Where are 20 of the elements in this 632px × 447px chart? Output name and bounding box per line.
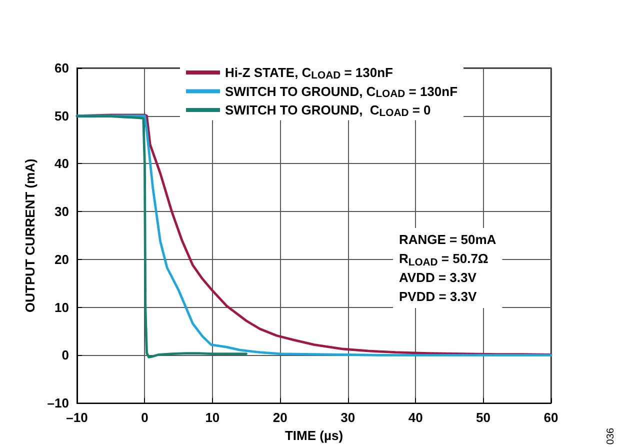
x-tick-label: –10 xyxy=(66,410,88,426)
y-tick-label: 0 xyxy=(62,348,69,363)
text: 036 xyxy=(606,428,616,445)
y-tick-label: 10 xyxy=(54,300,69,315)
x-tick-label: 40 xyxy=(408,410,423,426)
y-tick-label: 40 xyxy=(54,156,69,172)
x-tick-label: 60 xyxy=(544,410,558,426)
x-tick-label: 30 xyxy=(340,410,356,426)
y-tick-label: –10 xyxy=(47,396,69,411)
line-series xyxy=(76,115,248,358)
x-axis-title: TIME (µs) xyxy=(284,428,344,443)
y-tick-label: 20 xyxy=(54,252,69,267)
x-tick-label: 10 xyxy=(205,410,220,426)
x-tick-label: 50 xyxy=(476,410,491,426)
x-tick-label: 20 xyxy=(272,410,288,426)
y-tick-label: 60 xyxy=(54,60,69,76)
y-axis-title: OUTPUT CURRENT (mA) xyxy=(22,158,38,312)
x-tick-label: 0 xyxy=(141,410,148,426)
y-tick-label: 30 xyxy=(54,204,69,220)
y-tick-label: 50 xyxy=(54,108,69,124)
